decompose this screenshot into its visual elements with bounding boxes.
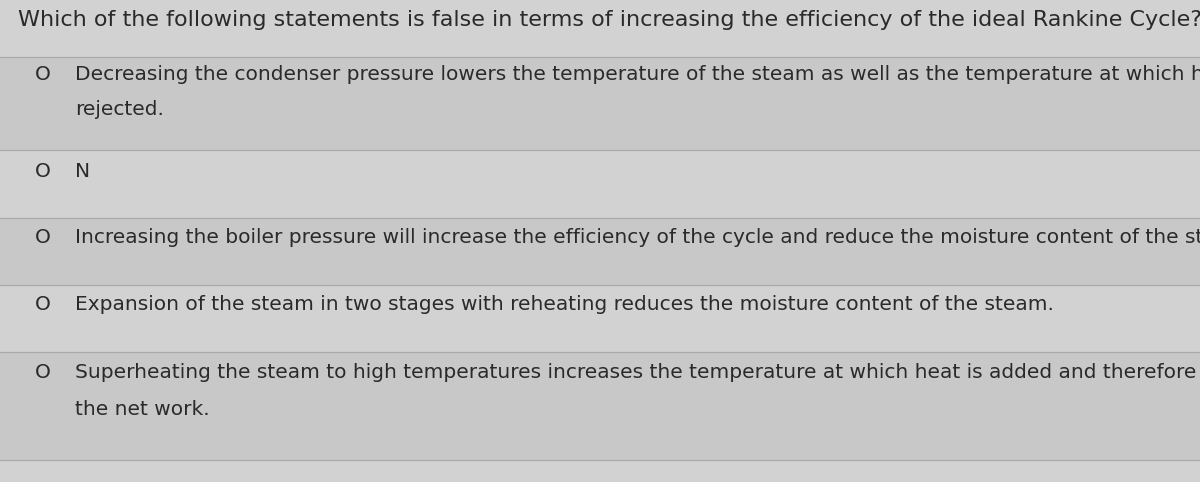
Text: Expansion of the steam in two stages with reheating reduces the moisture content: Expansion of the steam in two stages wit…	[74, 295, 1054, 314]
Bar	[0, 218, 1200, 285]
Bar	[0, 150, 1200, 218]
Text: O: O	[35, 162, 50, 181]
Text: O: O	[35, 295, 50, 314]
Text: Decreasing the condenser pressure lowers the temperature of the steam as well as: Decreasing the condenser pressure lowers…	[74, 65, 1200, 84]
Bar	[0, 352, 1200, 460]
Bar	[0, 0, 1200, 57]
Text: the net work.: the net work.	[74, 400, 210, 419]
Text: Which of the following statements is false in terms of increasing the efficiency: Which of the following statements is fal…	[18, 10, 1200, 30]
Text: rejected.: rejected.	[74, 100, 164, 119]
Text: Superheating the steam to high temperatures increases the temperature at which h: Superheating the steam to high temperatu…	[74, 363, 1200, 382]
Text: O: O	[35, 228, 50, 247]
Text: O: O	[35, 363, 50, 382]
Bar	[0, 460, 1200, 482]
Text: O: O	[35, 65, 50, 84]
Text: Increasing the boiler pressure will increase the efficiency of the cycle and red: Increasing the boiler pressure will incr…	[74, 228, 1200, 247]
Bar	[0, 285, 1200, 352]
Text: N: N	[74, 162, 90, 181]
Bar	[0, 57, 1200, 150]
